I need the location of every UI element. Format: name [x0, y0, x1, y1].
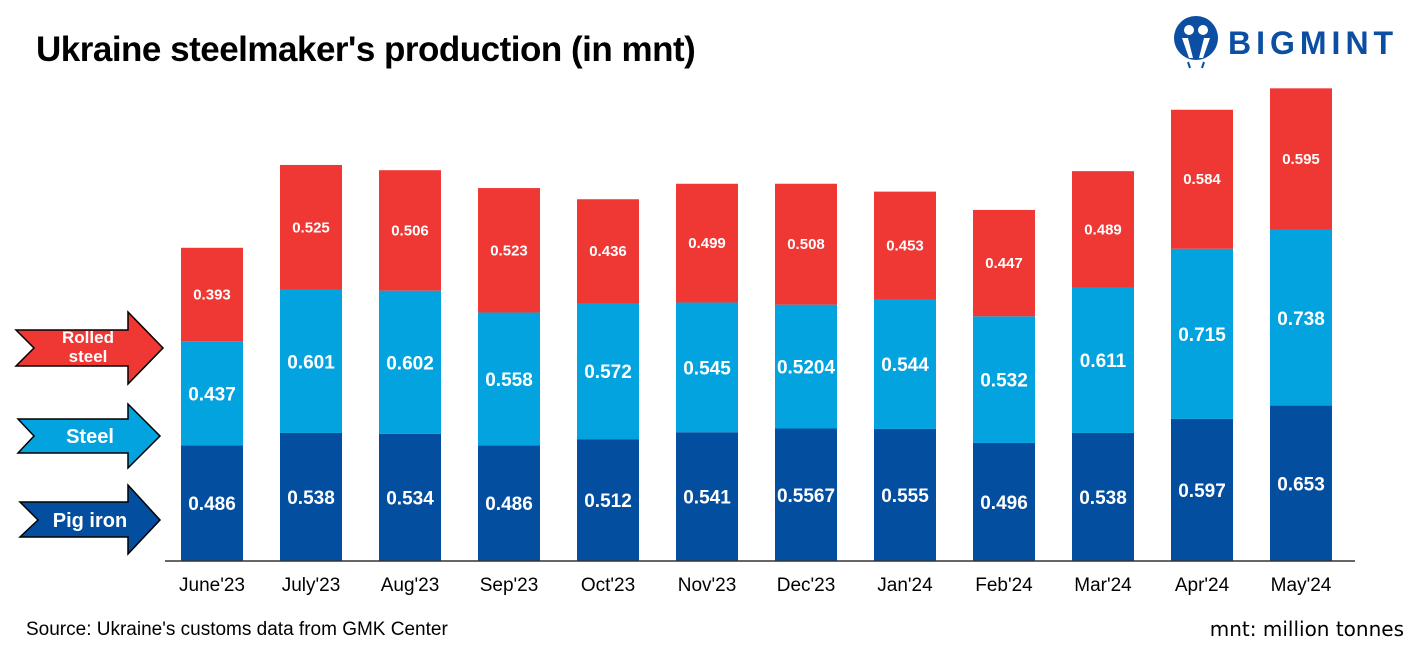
bigmint-logo: BIGMINT [1170, 14, 1405, 75]
x-tick-label: Dec'23 [777, 575, 836, 596]
bar-steel [181, 341, 243, 446]
data-label-rolled-steel: 0.584 [1183, 171, 1221, 188]
bar-steel [874, 299, 936, 429]
bar-rolled-steel [379, 170, 441, 291]
data-label-rolled-steel: 0.595 [1282, 151, 1320, 168]
bar-rolled-steel [775, 183, 837, 305]
bar-pig-iron [1270, 405, 1332, 561]
data-label-pig-iron: 0.486 [188, 494, 236, 515]
bar-steel [1270, 229, 1332, 406]
data-label-rolled-steel: 0.453 [886, 238, 924, 255]
bar-rolled-steel [1171, 109, 1233, 249]
legend-label-pig-iron: Pig iron [53, 510, 127, 532]
chart-title: Ukraine steelmaker's production (in mnt) [36, 30, 696, 69]
data-label-pig-iron: 0.496 [980, 493, 1028, 514]
source-note: Source: Ukraine's customs data from GMK … [26, 619, 448, 640]
data-label-pig-iron: 0.541 [683, 488, 731, 509]
x-tick-label: Jan'24 [877, 575, 933, 596]
data-label-steel: 0.572 [584, 362, 632, 383]
data-label-steel: 0.532 [980, 371, 1028, 392]
data-label-rolled-steel: 0.506 [391, 222, 429, 239]
data-label-pig-iron: 0.538 [287, 488, 335, 509]
data-label-rolled-steel: 0.499 [688, 235, 726, 252]
x-tick-label: Oct'23 [581, 575, 635, 596]
x-tick-label: June'23 [179, 575, 245, 596]
data-label-steel: 0.5204 [777, 358, 836, 379]
data-label-steel: 0.611 [1080, 351, 1127, 372]
bar-pig-iron [874, 428, 936, 561]
data-label-pig-iron: 0.597 [1178, 481, 1226, 502]
legend-steel-arrow: Steel [16, 402, 162, 470]
bar-pig-iron [973, 442, 1035, 561]
bar-pig-iron [280, 432, 342, 561]
unit-note: mnt: million tonnes [1209, 617, 1404, 641]
bar-pig-iron [478, 445, 540, 561]
x-tick-label: May'24 [1271, 575, 1332, 596]
bar-rolled-steel [1072, 171, 1134, 288]
bar-rolled-steel [577, 199, 639, 304]
bar-steel [775, 304, 837, 429]
bar-pig-iron [181, 445, 243, 561]
data-label-pig-iron: 0.5567 [777, 486, 835, 507]
data-label-steel: 0.602 [386, 353, 434, 374]
data-label-rolled-steel: 0.523 [490, 242, 528, 259]
bar-pig-iron [1171, 418, 1233, 561]
data-label-rolled-steel: 0.447 [985, 255, 1023, 272]
legend-label-rolled-1: Rolled [62, 328, 114, 347]
data-label-steel: 0.715 [1178, 325, 1226, 346]
legend-label-steel: Steel [66, 426, 114, 448]
data-label-steel: 0.738 [1277, 309, 1325, 330]
bar-rolled-steel [478, 188, 540, 313]
data-label-rolled-steel: 0.489 [1084, 221, 1122, 238]
x-tick-label: Nov'23 [678, 575, 737, 596]
data-label-rolled-steel: 0.436 [589, 243, 627, 260]
data-label-steel: 0.558 [485, 370, 533, 391]
data-label-rolled-steel: 0.508 [787, 236, 825, 253]
bar-pig-iron [676, 432, 738, 561]
x-tick-label: Apr'24 [1175, 575, 1230, 596]
data-label-pig-iron: 0.653 [1277, 474, 1325, 495]
data-label-pig-iron: 0.486 [485, 494, 533, 515]
bar-pig-iron [577, 439, 639, 561]
legend-pig-iron-arrow: Pig iron [18, 483, 162, 556]
data-label-pig-iron: 0.534 [386, 488, 434, 509]
bar-rolled-steel [973, 209, 1035, 317]
bar-rolled-steel [676, 183, 738, 303]
data-label-steel: 0.601 [287, 352, 335, 373]
data-label-steel: 0.544 [881, 355, 929, 376]
x-tick-label: July'23 [282, 575, 341, 596]
data-label-rolled-steel: 0.393 [193, 287, 231, 304]
bar-pig-iron [1072, 432, 1134, 561]
bar-rolled-steel [874, 191, 936, 300]
bar-pig-iron [775, 428, 837, 561]
bar-steel [1072, 287, 1134, 433]
data-label-rolled-steel: 0.525 [292, 219, 330, 236]
bar-rolled-steel [1270, 88, 1332, 230]
legend-rolled-steel-arrow: Rolled steel [14, 310, 165, 386]
bar-steel [280, 289, 342, 433]
data-label-pig-iron: 0.555 [881, 486, 929, 507]
data-label-pig-iron: 0.512 [584, 491, 632, 512]
bar-steel [478, 312, 540, 446]
bar-steel [379, 290, 441, 434]
legend: Rolled steel Steel Pig iron [14, 310, 165, 556]
x-tick-label: Aug'23 [381, 575, 440, 596]
bar-steel [1171, 248, 1233, 419]
bar-steel [676, 302, 738, 433]
bar-steel [973, 316, 1035, 443]
x-tick-label: Feb'24 [975, 575, 1033, 596]
legend-label-rolled-2: steel [69, 347, 108, 366]
bar-rolled-steel [181, 247, 243, 342]
data-label-steel: 0.545 [683, 358, 731, 379]
bar-pig-iron [379, 433, 441, 561]
bar-steel [577, 303, 639, 440]
data-label-steel: 0.437 [188, 384, 236, 405]
x-tick-label: Mar'24 [1074, 575, 1132, 596]
bar-rolled-steel [280, 164, 342, 290]
data-label-pig-iron: 0.538 [1079, 488, 1127, 509]
logo-text: BIGMINT [1228, 25, 1398, 61]
x-tick-label: Sep'23 [480, 575, 539, 596]
